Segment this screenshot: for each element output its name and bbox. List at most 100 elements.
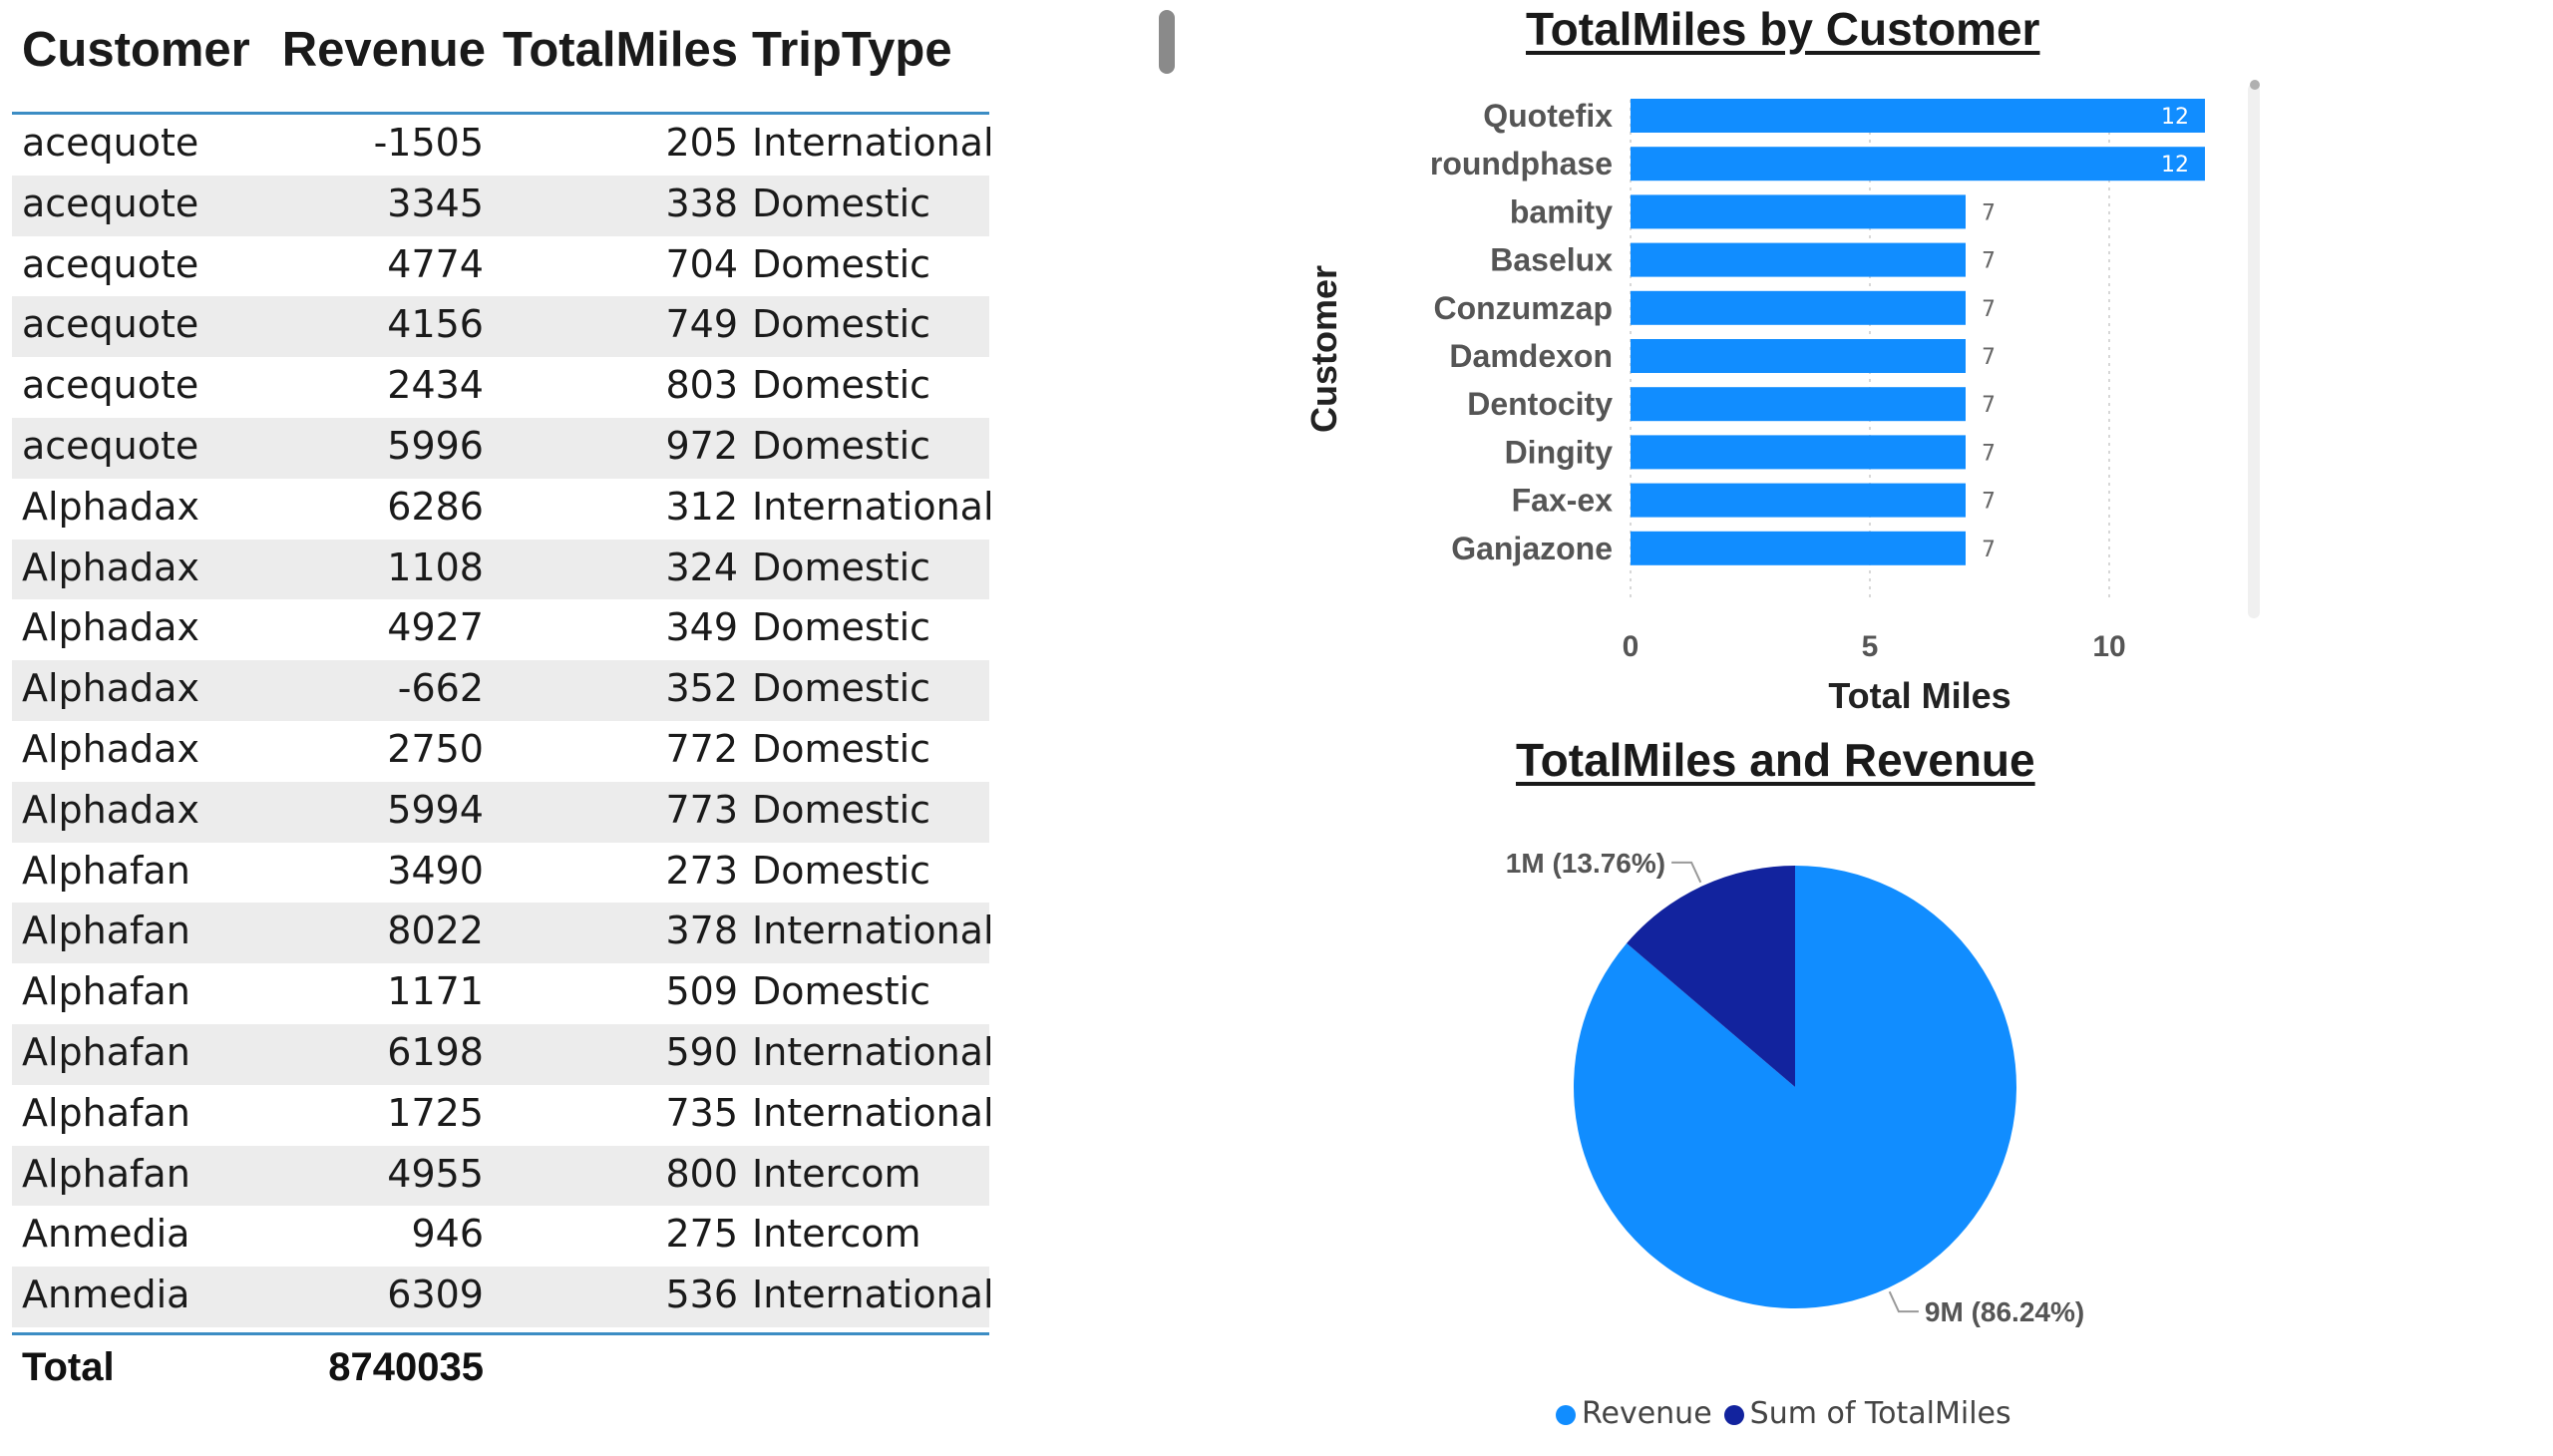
cell-totalmiles: 338 <box>665 181 738 225</box>
column-header-revenue[interactable]: Revenue <box>281 23 486 77</box>
bar[interactable] <box>1631 242 1966 277</box>
table-row[interactable]: Alphafan 1171 509 Domestic <box>12 963 989 1024</box>
cell-customer: Anmedia <box>22 1273 190 1317</box>
category-label: Fax-ex <box>1512 483 1614 519</box>
cell-totalmiles: 275 <box>665 1212 738 1257</box>
legend-marker <box>1723 1405 1744 1425</box>
legend-item[interactable]: Sum of TotalMiles <box>1723 1396 2011 1431</box>
cell-totalmiles: 352 <box>665 666 738 711</box>
column-header-triptype[interactable]: TripType <box>752 23 952 77</box>
table-row[interactable]: Alphadax 6286 312 International <box>12 479 994 540</box>
cell-triptype: Domestic <box>752 726 931 771</box>
cell-totalmiles: 509 <box>665 969 738 1014</box>
bar[interactable] <box>1631 531 1966 565</box>
cell-revenue: 3490 <box>387 848 484 893</box>
table-row[interactable]: acequote 5996 972 Domestic <box>12 417 989 479</box>
bar-chart-title: TotalMiles by Customer <box>1526 3 2040 55</box>
data-label: 7 <box>1982 538 1996 562</box>
table-row[interactable]: Alphafan 8022 378 International <box>12 903 994 964</box>
table-row[interactable]: acequote 2434 803 Domestic <box>12 357 989 418</box>
cell-totalmiles: 772 <box>665 726 738 771</box>
table-row[interactable]: Alphadax 4927 349 Domestic <box>12 599 989 660</box>
leader-line <box>1671 861 1702 884</box>
cell-triptype: International <box>752 1273 994 1317</box>
cell-customer: acequote <box>22 241 199 286</box>
cell-customer: acequote <box>22 181 199 225</box>
cell-triptype: International <box>752 121 994 165</box>
cell-revenue: 3345 <box>387 181 484 225</box>
bar-chart-scrollbar[interactable] <box>2248 84 2260 618</box>
cell-triptype: Intercom <box>752 1212 921 1257</box>
column-header-customer[interactable]: Customer <box>22 23 250 77</box>
cell-customer: Alphafan <box>22 1090 190 1135</box>
table-row[interactable]: Alphafan 1725 735 International <box>12 1085 994 1146</box>
table-row[interactable]: Alphadax 2750 772 Domestic <box>12 721 989 782</box>
table-body: acequote -1505 205 International acequote 334… <box>12 115 994 1327</box>
table-row[interactable]: acequote 3345 338 Domestic <box>12 175 989 236</box>
cell-customer: Alphafan <box>22 969 190 1014</box>
table-row[interactable]: acequote 4774 704 Domestic <box>12 236 989 297</box>
cell-triptype: International <box>752 484 994 529</box>
cell-customer: Alphadax <box>22 484 199 529</box>
bar[interactable] <box>1631 435 1966 470</box>
table-row[interactable]: Alphadax 1108 324 Domestic <box>12 539 989 600</box>
cell-totalmiles: 749 <box>665 302 738 347</box>
legend-item[interactable]: Revenue <box>1556 1396 1712 1431</box>
cell-triptype: Domestic <box>752 787 931 832</box>
cell-triptype: Domestic <box>752 423 931 468</box>
data-label: 7 <box>1982 345 1996 370</box>
cell-revenue: 1725 <box>387 1090 484 1135</box>
cell-revenue: 2434 <box>387 363 484 408</box>
cell-revenue: 8022 <box>387 909 484 953</box>
cell-totalmiles: 972 <box>665 423 738 468</box>
data-label: 7 <box>1982 441 1996 466</box>
pie-chart-title: TotalMiles and Revenue <box>1516 734 2035 786</box>
column-header-totalmiles[interactable]: TotalMiles <box>503 23 738 77</box>
table-row[interactable]: Alphafan 4955 800 Intercom <box>12 1145 989 1207</box>
cell-totalmiles: 273 <box>665 848 738 893</box>
cell-triptype: Intercom <box>752 1151 921 1196</box>
bar[interactable] <box>1631 194 1966 229</box>
table-header: Customer Revenue TotalMiles TripType <box>12 0 989 115</box>
cell-totalmiles: 803 <box>665 363 738 408</box>
table-row[interactable]: acequote 4156 749 Domestic <box>12 296 989 358</box>
category-label: Damdexon <box>1449 338 1613 374</box>
cell-revenue: 1108 <box>387 545 484 589</box>
category-label: Conzumzap <box>1433 290 1613 326</box>
cell-customer: Alphadax <box>22 545 199 589</box>
pie-slice[interactable] <box>1627 866 1795 1087</box>
table-row[interactable]: Anmedia 946 275 Intercom <box>12 1206 989 1267</box>
table-row[interactable]: Alphafan 3490 273 Domestic <box>12 843 989 904</box>
bar-chart: Quotefix 12 roundphase 12 bamity 7 Baselux 7 Con… <box>1303 98 2205 716</box>
table-scrollbar[interactable] <box>1159 10 1175 74</box>
bar[interactable] <box>1631 339 1966 373</box>
bar[interactable] <box>1631 147 2205 182</box>
bar[interactable] <box>1631 99 2205 133</box>
bar-chart-scroll-handle[interactable] <box>2250 80 2260 90</box>
bar[interactable] <box>1631 290 1966 325</box>
cell-triptype: Domestic <box>752 848 931 893</box>
cell-revenue: 2750 <box>387 726 484 771</box>
cell-customer: Anmedia <box>22 1212 190 1257</box>
cell-totalmiles: 704 <box>665 241 738 286</box>
cell-revenue: 5994 <box>387 787 484 832</box>
table-row[interactable]: Alphadax -662 352 Domestic <box>12 660 989 721</box>
data-label: 7 <box>1982 200 1996 225</box>
bar[interactable] <box>1631 483 1966 518</box>
total-revenue: 8740035 <box>328 1345 484 1389</box>
table-row[interactable]: acequote -1505 205 International <box>12 115 994 176</box>
bar[interactable] <box>1631 387 1966 422</box>
cell-triptype: International <box>752 1029 994 1074</box>
pie-chart: 9M (86.24%) 1M (13.76%) <box>1506 848 2084 1327</box>
cell-triptype: Domestic <box>752 363 931 408</box>
x-axis-title: Total Miles <box>1828 675 2010 716</box>
table-row[interactable]: Anmedia 6309 536 International <box>12 1267 994 1327</box>
table-row[interactable]: Alphadax 5994 773 Domestic <box>12 781 989 843</box>
cell-revenue: 4774 <box>387 241 484 286</box>
cell-triptype: Domestic <box>752 969 931 1014</box>
cell-totalmiles: 378 <box>665 909 738 953</box>
data-table: Customer Revenue TotalMiles TripType ace… <box>0 0 1017 1456</box>
data-label: 7 <box>1982 490 1996 515</box>
cell-triptype: Domestic <box>752 545 931 589</box>
table-row[interactable]: Alphafan 6198 590 International <box>12 1023 994 1085</box>
